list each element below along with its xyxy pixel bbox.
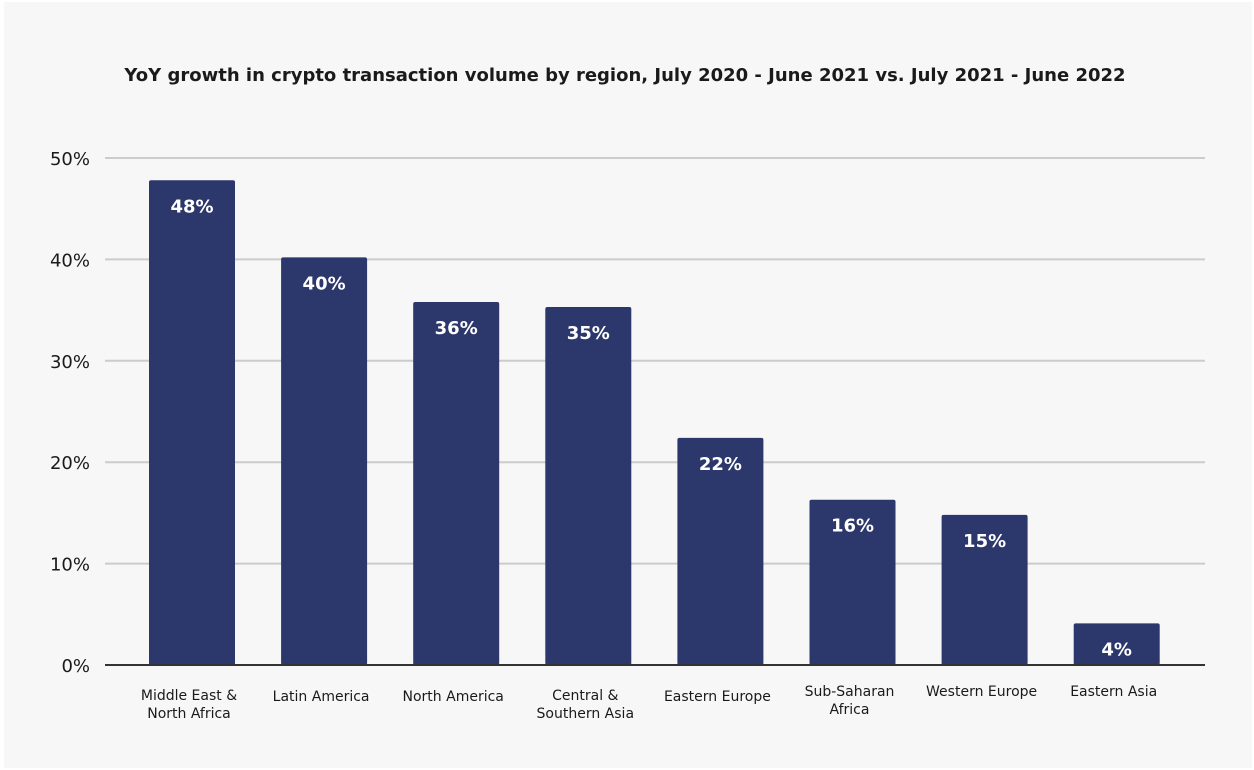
x-tick-label: Eastern Asia	[1070, 684, 1157, 700]
x-axis: Middle East & North Africa Latin America No…	[105, 664, 1205, 722]
bar	[677, 437, 764, 665]
bar	[413, 301, 500, 665]
data-label: 15%	[963, 531, 1006, 552]
gridlines	[105, 157, 1205, 565]
bar	[149, 180, 235, 666]
x-tick-label: Central & Southern Asia	[537, 688, 634, 722]
data-label: 48%	[170, 196, 213, 217]
bar-group: 40%	[281, 257, 368, 665]
bar	[545, 307, 632, 665]
y-tick-label: 40%	[50, 250, 90, 271]
bar	[809, 499, 896, 665]
bar	[281, 257, 368, 665]
data-label: 40%	[303, 273, 346, 294]
data-label: 35%	[567, 323, 610, 344]
x-tick-label: Latin America	[273, 689, 370, 705]
data-label: 4%	[1101, 639, 1132, 660]
data-label: 22%	[699, 454, 742, 475]
x-tick-label: Eastern Europe	[664, 689, 771, 705]
x-tick-label: Sub-Saharan Africa	[805, 684, 895, 718]
data-label: 36%	[435, 318, 478, 339]
bar-group: 4%	[1073, 623, 1160, 665]
y-axis: 0% 10% 20% 30% 40% 50%	[50, 149, 90, 677]
y-tick-label: 10%	[50, 555, 90, 576]
bar	[1073, 623, 1160, 665]
bar	[941, 514, 1028, 665]
bar-group: 16%	[809, 499, 896, 665]
bars: 48% 40% 36% 35% 22% 16% 15% 4%	[149, 180, 1160, 666]
bar-group: 35%	[545, 307, 632, 665]
bar-group: 36%	[413, 301, 500, 665]
chart-title: YoY growth in crypto transaction volume …	[123, 65, 1125, 86]
bar-group: 22%	[677, 437, 764, 665]
x-tick-label: Western Europe	[926, 684, 1037, 700]
bar-group: 48%	[149, 180, 235, 666]
y-tick-label: 20%	[50, 453, 90, 474]
x-tick-label: North America	[403, 689, 504, 705]
y-tick-label: 50%	[50, 149, 90, 170]
bar-group: 15%	[941, 514, 1028, 665]
x-tick-label: Middle East & North Africa	[141, 688, 237, 722]
y-tick-label: 0%	[61, 656, 90, 677]
data-label: 16%	[831, 516, 874, 537]
y-tick-label: 30%	[50, 352, 90, 373]
